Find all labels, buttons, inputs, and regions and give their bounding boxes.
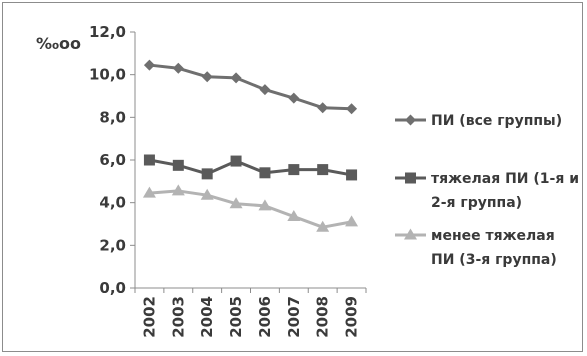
data-point xyxy=(172,159,184,171)
x-tick-label: 2006 xyxy=(256,296,274,338)
data-point xyxy=(200,188,214,200)
y-tick-label: 6,0 xyxy=(99,151,126,169)
data-point xyxy=(230,72,242,84)
chart-frame: ‰оо 0,0 2,0 4,0 6,0 8,0 10,0 12,0 2002 2003 2004… xyxy=(2,2,583,352)
legend-swatch-marker xyxy=(405,114,416,126)
data-point xyxy=(143,59,155,71)
data-point xyxy=(201,71,213,83)
x-tick-label: 2005 xyxy=(227,296,245,338)
legend-item-1: ПИ (все группы) xyxy=(395,113,562,129)
legend-item-2: тяжелая ПИ (1-я и 2-я группа) xyxy=(395,171,579,211)
y-tick-label: 12,0 xyxy=(89,23,126,41)
series-line xyxy=(149,63,352,111)
data-point xyxy=(143,154,155,166)
series-1 xyxy=(143,59,358,115)
data-point xyxy=(287,210,301,222)
axes xyxy=(134,32,366,289)
x-tick-label: 2004 xyxy=(198,296,216,338)
data-point xyxy=(346,169,358,181)
y-axis-label: ‰оо xyxy=(36,34,81,53)
data-point xyxy=(317,102,329,114)
x-tick-label: 2002 xyxy=(140,296,158,338)
y-tick-label: 0,0 xyxy=(99,279,126,297)
data-point xyxy=(142,186,156,198)
series-layer xyxy=(142,59,359,232)
y-axis-ticks: 0,0 2,0 4,0 6,0 8,0 10,0 12,0 xyxy=(89,23,135,297)
data-point xyxy=(259,167,271,179)
data-point xyxy=(230,155,242,167)
line-chart: ‰оо 0,0 2,0 4,0 6,0 8,0 10,0 12,0 2002 2003 2004… xyxy=(36,23,579,338)
y-tick-label: 10,0 xyxy=(89,66,126,84)
y-tick-label: 8,0 xyxy=(99,108,126,126)
x-tick-label: 2003 xyxy=(169,296,187,338)
series-3 xyxy=(142,184,359,232)
data-point xyxy=(201,168,213,180)
legend-swatch-marker xyxy=(405,172,416,184)
legend-label: ПИ (3-я группа) xyxy=(431,252,557,268)
x-axis-ticks: 2002 2003 2004 2005 2006 2007 2008 2009 xyxy=(134,288,367,338)
legend: ПИ (все группы) тяжелая ПИ (1-я и 2-я груп… xyxy=(395,113,579,268)
x-tick-label: 2007 xyxy=(285,296,303,338)
data-point xyxy=(259,84,271,96)
y-tick-label: 4,0 xyxy=(99,194,126,212)
legend-item-3: менее тяжелая ПИ (3-я группа) xyxy=(395,228,557,268)
data-point xyxy=(229,197,243,209)
data-point xyxy=(172,62,184,74)
legend-label: ПИ (все группы) xyxy=(431,113,562,129)
data-point xyxy=(171,184,185,196)
data-point xyxy=(288,164,300,176)
series-2 xyxy=(143,154,358,181)
legend-swatch-marker xyxy=(404,228,417,240)
y-tick-label: 2,0 xyxy=(99,236,126,254)
legend-label: менее тяжелая xyxy=(431,228,555,244)
x-tick-label: 2008 xyxy=(314,296,332,338)
series-line xyxy=(149,189,352,229)
data-point xyxy=(258,199,272,211)
data-point xyxy=(288,92,300,104)
legend-label: тяжелая ПИ (1-я и xyxy=(431,171,579,187)
legend-label: 2-я группа) xyxy=(431,195,522,211)
data-point xyxy=(346,103,358,115)
x-tick-label: 2009 xyxy=(343,296,361,338)
data-point xyxy=(316,220,330,232)
data-point xyxy=(317,164,329,176)
data-point xyxy=(345,215,359,227)
